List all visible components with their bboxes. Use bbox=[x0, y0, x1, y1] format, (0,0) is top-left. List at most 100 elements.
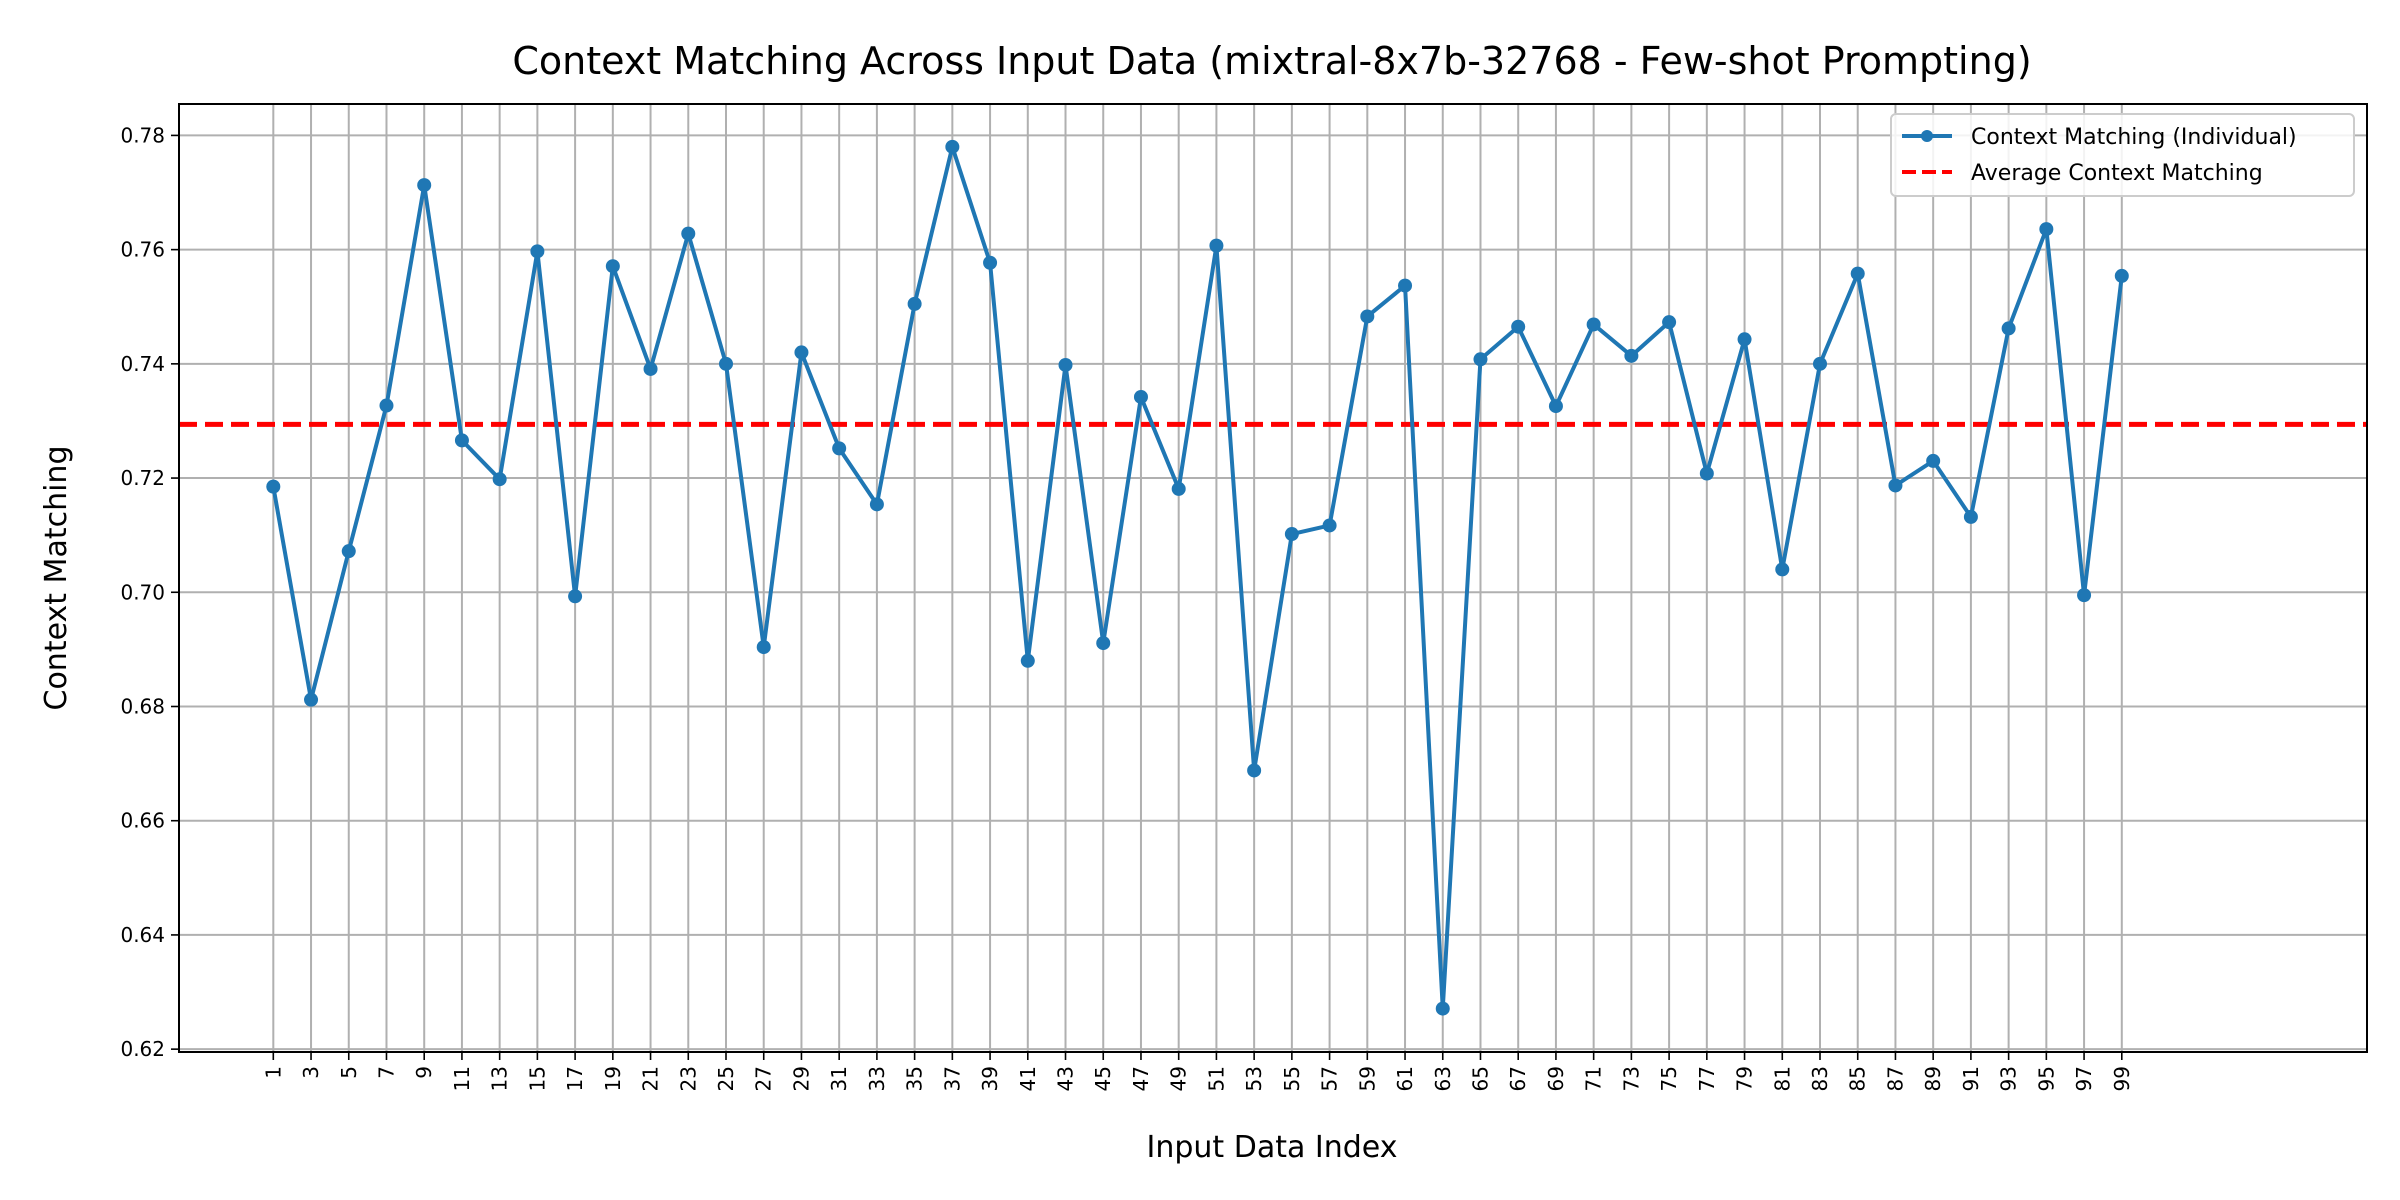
data-point bbox=[1058, 357, 1073, 372]
data-point bbox=[2001, 321, 2016, 336]
x-tick-label: 73 bbox=[1619, 1066, 1643, 1091]
x-tick-label: 25 bbox=[714, 1066, 738, 1091]
x-tick-label: 37 bbox=[940, 1066, 964, 1091]
x-tick-label: 83 bbox=[1808, 1066, 1832, 1091]
x-tick-label: 1 bbox=[261, 1066, 285, 1079]
legend-series-marker bbox=[1921, 130, 1933, 142]
data-point bbox=[530, 244, 545, 259]
x-tick-label: 71 bbox=[1582, 1066, 1606, 1091]
x-tick-label: 59 bbox=[1355, 1066, 1379, 1091]
data-point bbox=[756, 640, 771, 655]
x-tick-label: 33 bbox=[865, 1066, 889, 1091]
legend-average-label: Average Context Matching bbox=[1971, 161, 2263, 186]
x-tick-label: 41 bbox=[1016, 1066, 1040, 1091]
data-point bbox=[1171, 481, 1186, 496]
data-point bbox=[1398, 278, 1413, 293]
legend: Context Matching (Individual) Average Co… bbox=[1890, 113, 2355, 197]
data-point bbox=[1548, 399, 1563, 414]
x-tick-label: 13 bbox=[488, 1066, 512, 1091]
x-tick-label: 35 bbox=[903, 1066, 927, 1091]
x-tick-label: 3 bbox=[299, 1066, 323, 1079]
x-tick-label: 51 bbox=[1204, 1066, 1228, 1091]
data-point bbox=[417, 178, 432, 193]
x-tick-label: 19 bbox=[601, 1066, 625, 1091]
x-tick-label: 49 bbox=[1167, 1066, 1191, 1091]
chart-title: Context Matching Across Input Data (mixt… bbox=[512, 39, 2031, 83]
series-line bbox=[271, 144, 2124, 1011]
data-point bbox=[1963, 509, 1978, 524]
data-series bbox=[266, 139, 2129, 1016]
x-tick-label: 55 bbox=[1280, 1066, 1304, 1091]
legend-series-label: Context Matching (Individual) bbox=[1971, 125, 2297, 150]
x-tick-label: 27 bbox=[752, 1066, 776, 1091]
x-tick-label: 15 bbox=[525, 1066, 549, 1091]
data-point bbox=[2077, 588, 2092, 603]
legend-box bbox=[1890, 113, 2355, 197]
x-tick-label: 53 bbox=[1242, 1066, 1266, 1091]
data-point bbox=[1662, 315, 1677, 330]
data-point bbox=[1624, 348, 1639, 363]
data-point bbox=[568, 589, 583, 604]
data-point bbox=[869, 497, 884, 512]
data-point bbox=[605, 259, 620, 274]
data-point bbox=[2039, 222, 2054, 237]
x-tick-label: 87 bbox=[1883, 1066, 1907, 1091]
x-tick-label: 69 bbox=[1544, 1066, 1568, 1091]
x-tick-label: 17 bbox=[563, 1066, 587, 1091]
y-tick-label: 0.70 bbox=[120, 580, 165, 604]
x-axis-label: Input Data Index bbox=[1147, 1130, 1398, 1165]
y-tick-label: 0.78 bbox=[120, 123, 165, 147]
y-axis-ticks: 0.62 0.64 0.66 0.68 0.70 0.72 0.74 0.76 0.78 bbox=[120, 123, 179, 1061]
data-point bbox=[1360, 309, 1375, 324]
x-tick-label: 9 bbox=[412, 1066, 436, 1079]
x-tick-label: 75 bbox=[1657, 1066, 1681, 1091]
data-point bbox=[1737, 332, 1752, 347]
x-tick-label: 79 bbox=[1733, 1066, 1757, 1091]
x-axis-ticks: 1 3 5 7 9 11 13 15 17 19 21 23 25 27 29 31 33 35 37 39 41 43 4… bbox=[261, 1052, 2134, 1091]
x-tick-label: 65 bbox=[1468, 1066, 1492, 1091]
data-point bbox=[1020, 653, 1035, 668]
x-tick-label: 29 bbox=[789, 1066, 813, 1091]
x-tick-label: 77 bbox=[1695, 1066, 1719, 1091]
data-point bbox=[983, 255, 998, 270]
x-tick-label: 7 bbox=[374, 1066, 398, 1079]
data-point bbox=[1926, 453, 1941, 468]
data-point bbox=[719, 356, 733, 371]
data-point bbox=[304, 692, 319, 707]
data-point bbox=[643, 361, 658, 376]
x-tick-label: 43 bbox=[1054, 1066, 1078, 1091]
x-tick-label: 23 bbox=[676, 1066, 700, 1091]
x-tick-label: 99 bbox=[2110, 1066, 2134, 1091]
x-tick-label: 5 bbox=[337, 1066, 361, 1079]
x-tick-label: 47 bbox=[1129, 1066, 1153, 1091]
data-point bbox=[1322, 518, 1337, 533]
data-point bbox=[1850, 266, 1865, 281]
data-point bbox=[1775, 562, 1790, 577]
data-point bbox=[1096, 636, 1111, 651]
data-point bbox=[1284, 527, 1299, 542]
x-tick-label: 21 bbox=[639, 1066, 663, 1091]
data-point bbox=[1435, 1001, 1450, 1016]
data-point bbox=[1888, 478, 1903, 493]
x-tick-label: 97 bbox=[2072, 1066, 2096, 1091]
data-point bbox=[1133, 389, 1148, 404]
data-point bbox=[1209, 238, 1224, 253]
data-point bbox=[794, 345, 809, 360]
data-point bbox=[1247, 763, 1262, 778]
x-tick-label: 85 bbox=[1846, 1066, 1870, 1091]
data-point bbox=[832, 441, 847, 456]
x-tick-label: 91 bbox=[1959, 1066, 1983, 1091]
x-tick-label: 61 bbox=[1393, 1066, 1417, 1091]
x-tick-label: 67 bbox=[1506, 1066, 1530, 1091]
data-point bbox=[454, 433, 469, 448]
y-tick-label: 0.68 bbox=[120, 694, 165, 718]
data-point bbox=[341, 544, 356, 559]
x-tick-label: 95 bbox=[2034, 1066, 2058, 1091]
x-tick-label: 39 bbox=[978, 1066, 1002, 1091]
x-tick-label: 81 bbox=[1770, 1066, 1794, 1091]
x-tick-label: 89 bbox=[1921, 1066, 1945, 1091]
y-tick-label: 0.74 bbox=[120, 352, 165, 376]
x-tick-label: 31 bbox=[827, 1066, 851, 1091]
data-point bbox=[1511, 319, 1526, 334]
